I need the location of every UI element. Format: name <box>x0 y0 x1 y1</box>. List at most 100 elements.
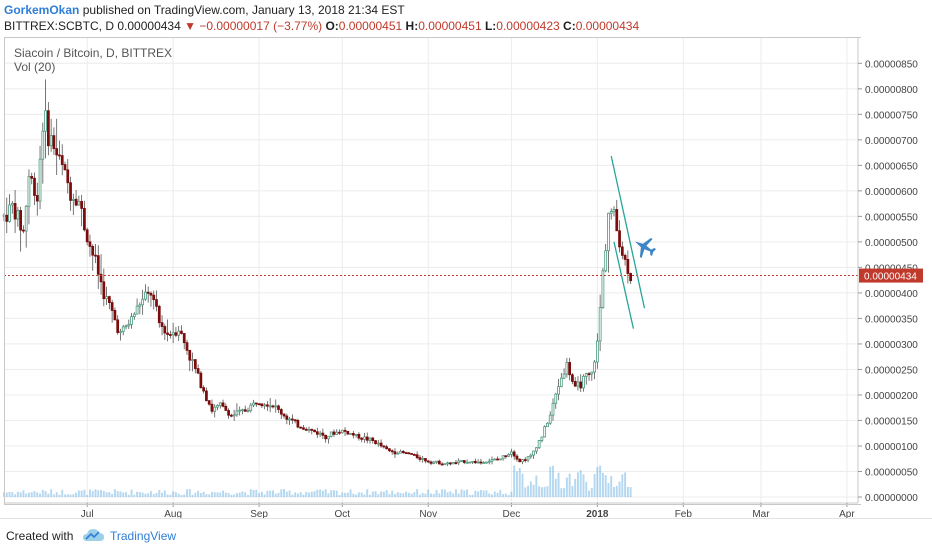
candle-body <box>232 414 236 417</box>
candle-body <box>33 177 36 196</box>
volume-bar <box>457 493 460 497</box>
volume-bar <box>380 491 383 497</box>
candle-body <box>216 405 219 408</box>
created-with-label: Created with <box>6 529 74 543</box>
candle-body <box>457 460 461 464</box>
volume-bar <box>610 476 613 497</box>
volume-bar <box>52 494 55 497</box>
volume-bar <box>540 487 543 497</box>
volume-bar <box>66 494 69 497</box>
candle-body <box>374 440 377 445</box>
volume-bar <box>418 494 421 497</box>
candle-body <box>213 406 217 412</box>
candle-body <box>582 375 585 389</box>
time-axis[interactable]: Jul Aug Sep Oct Nov Dec 2018 Feb Mar Apr <box>81 503 856 518</box>
volume-bar <box>271 490 274 497</box>
volume-bar <box>244 492 247 497</box>
candle-body <box>573 381 577 387</box>
volume-bar <box>338 494 341 497</box>
candle-body <box>618 230 621 248</box>
volume-bar <box>72 494 75 497</box>
candle-body <box>257 403 261 406</box>
volume-bar <box>626 486 629 497</box>
y-tick-label: 0.00000200 <box>865 391 918 402</box>
candle-body <box>313 429 316 433</box>
volume-bar <box>410 493 413 497</box>
y-tick-label: 0.00000400 <box>865 289 918 300</box>
low-label: L: <box>484 19 497 33</box>
volume-bar <box>604 475 607 497</box>
current-price-tag: 0.00000434 <box>859 268 923 283</box>
publish-line: GorkemOkan published on TradingView.com,… <box>4 3 405 17</box>
volume-bar <box>552 465 554 497</box>
candle-body <box>46 110 50 147</box>
volume-bar <box>108 492 111 497</box>
candle-body <box>407 452 411 455</box>
volume-bar <box>111 493 114 497</box>
volume-bar <box>208 494 211 497</box>
volume-bar <box>355 494 358 497</box>
candle-body <box>329 431 333 437</box>
volume-bar <box>33 491 36 497</box>
price-tag-label: 0.00000434 <box>864 272 917 283</box>
candle-body <box>604 250 608 272</box>
candle-body <box>290 418 294 421</box>
candle-body <box>418 457 422 460</box>
volume-bar <box>565 477 568 497</box>
candle-body <box>171 332 175 336</box>
candle-body <box>246 410 250 412</box>
candle-body <box>91 246 95 256</box>
volume-bar <box>510 491 513 497</box>
y-tick-label: 0.00000250 <box>865 365 918 376</box>
volume-bar <box>346 492 349 497</box>
candle-body <box>85 229 89 243</box>
volume-bar <box>197 490 200 497</box>
candle-body <box>357 433 361 439</box>
close-label: C: <box>563 19 576 33</box>
volume-bar <box>138 492 141 497</box>
tradingview-brand[interactable]: TradingView <box>110 529 177 543</box>
price-chart[interactable]: 0.00000850 0.00000800 0.00000750 0.00000700… <box>0 0 932 518</box>
volume-bar <box>382 491 385 497</box>
candle-body <box>185 342 189 351</box>
volume-bar <box>515 471 518 497</box>
volume-bar <box>180 494 183 497</box>
candle-body <box>437 460 441 465</box>
volume-bar <box>432 493 435 497</box>
volume-bar <box>283 489 286 497</box>
candle-body <box>546 422 549 428</box>
candle-body <box>529 454 533 458</box>
candle-body <box>144 291 147 300</box>
price-axis[interactable]: 0.00000850 0.00000800 0.00000750 0.00000700… <box>858 59 918 504</box>
volume-bar <box>521 473 524 497</box>
volume-bar <box>172 491 175 497</box>
candle-body <box>238 409 242 412</box>
candle-body <box>157 305 161 324</box>
candle-body <box>152 294 156 300</box>
volume-bar <box>30 492 33 497</box>
candle-body <box>382 445 386 448</box>
volume-bar <box>230 494 233 497</box>
author-link[interactable]: GorkemOkan <box>4 3 80 17</box>
candle-body <box>349 433 352 435</box>
volume-bar <box>590 488 593 497</box>
candle-body <box>102 281 106 300</box>
candle-body <box>629 273 633 282</box>
volume-bar <box>568 473 571 497</box>
volume-bar <box>130 489 133 497</box>
candle-body <box>609 211 613 214</box>
airplane-shape <box>634 237 657 259</box>
candle-body <box>49 135 53 147</box>
candle-body <box>268 405 272 408</box>
x-tick-label: Feb <box>675 509 693 518</box>
volume-bar <box>8 492 11 497</box>
volume-bar <box>191 494 194 497</box>
volume-bar <box>213 492 216 497</box>
volume-bar <box>482 490 485 497</box>
volume-bar <box>80 490 83 497</box>
volume-bar <box>199 493 202 497</box>
candle-body <box>385 446 389 450</box>
volume-bar <box>560 488 563 497</box>
candle-body <box>568 362 572 376</box>
candle-body <box>543 426 547 438</box>
